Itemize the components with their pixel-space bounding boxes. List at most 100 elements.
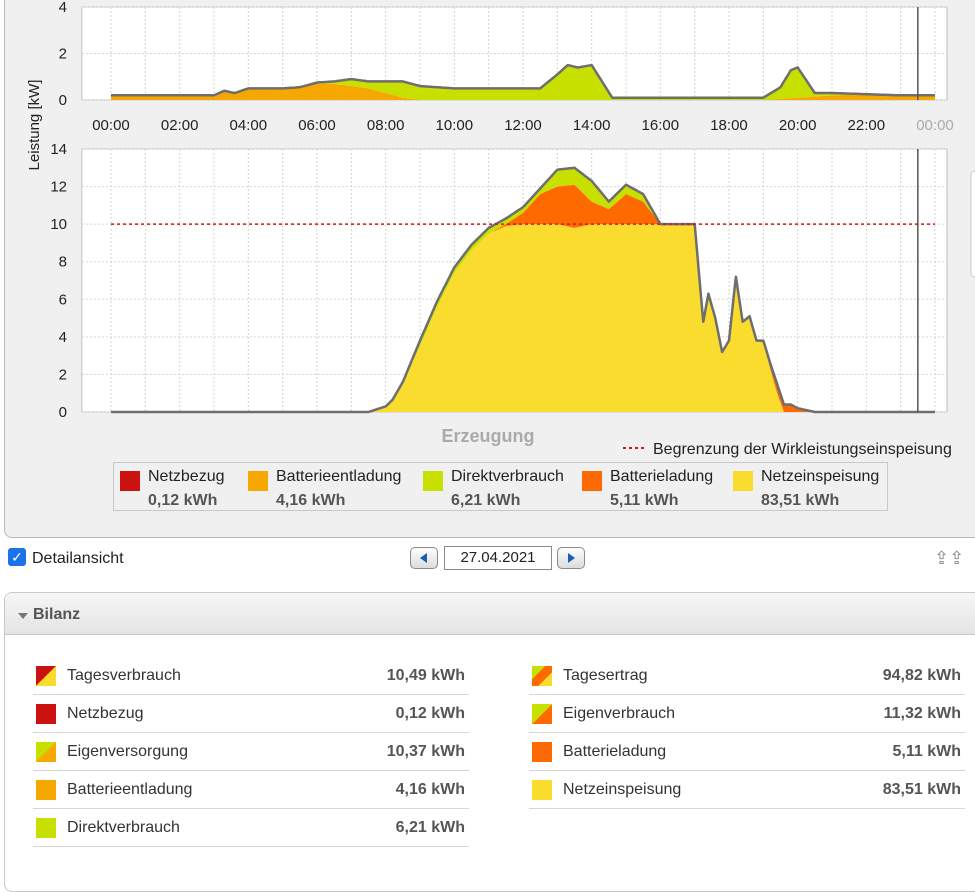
bilanz-header[interactable]: Bilanz (5, 593, 975, 635)
legend-label: Batterieentladung (276, 468, 402, 485)
bilanz-row-tagesverbrauch: Tagesverbrauch 10,49 kWh (33, 657, 469, 695)
bilanz-swatch (532, 666, 552, 686)
bilanz-swatch (36, 666, 56, 686)
bilanz-swatch (36, 704, 56, 724)
bilanz-row-direktverbrauch: Direktverbrauch 6,21 kWh (33, 809, 469, 847)
x-tick-label: 02:00 (161, 117, 199, 134)
bilanz-label: Eigenversorgung (67, 743, 188, 760)
bilanz-row-tagesertrag: Tagesertrag 94,82 kWh (529, 657, 965, 695)
bilanz-value: 0,12 kWh (395, 705, 465, 722)
bilanz-label: Direktverbrauch (67, 819, 180, 836)
bilanz-swatch (36, 818, 56, 838)
previous-day-button[interactable] (410, 547, 438, 569)
bilanz-swatch (36, 742, 56, 762)
bilanz-value: 94,82 kWh (882, 667, 961, 684)
x-tick-label: 04:00 (230, 117, 268, 134)
y-tick-label: 6 (59, 291, 67, 308)
bilanz-panel: Bilanz Tagesverbrauch 10,49 kWh Netzbezug 0… (4, 592, 975, 892)
detailansicht-checkbox[interactable]: ✓ (8, 548, 26, 566)
bilanz-label: Netzeinspeisung (563, 781, 682, 798)
legend-label: Netzeinspeisung (761, 468, 880, 485)
bilanz-value: 5,11 kWh (892, 743, 961, 760)
bilanz-value: 83,51 kWh (882, 781, 961, 798)
collapse-arrow-icon (18, 613, 28, 619)
y-tick-label: 14 (50, 141, 67, 158)
legend-value: 6,21 kWh (451, 492, 521, 509)
tooltip-stub (970, 170, 975, 278)
x-tick-label: 06:00 (298, 117, 336, 134)
y-tick-label: 12 (50, 179, 67, 196)
bilanz-value: 10,49 kWh (386, 667, 465, 684)
y-tick-label: 4 (59, 0, 67, 16)
bilanz-label: Netzbezug (67, 705, 144, 722)
bilanz-value: 4,16 kWh (395, 781, 465, 798)
export-icon[interactable]: ⇪⇪ (934, 548, 965, 568)
y-tick-label: 2 (59, 366, 67, 383)
bilanz-row-batterieladung: Batterieladung 5,11 kWh (529, 733, 965, 771)
x-tick-label: 20:00 (779, 117, 817, 134)
x-tick-label: 18:00 (710, 117, 748, 134)
chart-legend: Netzbezug 0,12 kWh Batterieentladung 4,1… (113, 462, 888, 511)
x-tick-label: 10:00 (436, 117, 474, 134)
detail-toolbar: ✓ Detailansicht 27.04.2021 ⇪⇪ (0, 546, 975, 572)
bilanz-label: Batterieladung (563, 743, 667, 760)
x-tick-label: 00:00 (92, 117, 130, 134)
legend-swatch (248, 471, 268, 491)
detailansicht-label[interactable]: Detailansicht (32, 550, 124, 567)
bilanz-row-eigenverbrauch: Eigenverbrauch 11,32 kWh (529, 695, 965, 733)
bilanz-title: Bilanz (33, 606, 81, 623)
legend-label: Batterieladung (610, 468, 714, 485)
bilanz-swatch (532, 704, 552, 724)
legend-swatch (582, 471, 602, 491)
bilanz-swatch (532, 742, 552, 762)
area-series-batterieentladung (111, 83, 935, 100)
legend-swatch (423, 471, 443, 491)
x-tick-label: 16:00 (642, 117, 680, 134)
y-tick-label: 0 (59, 404, 67, 421)
x-tick-label: 00:00 (916, 117, 954, 134)
bilanz-swatch (532, 780, 552, 800)
legend-value: 83,51 kWh (761, 492, 840, 509)
bilanz-label: Tagesertrag (563, 667, 648, 684)
bilanz-row-batterieentladung: Batterieentladung 4,16 kWh (33, 771, 469, 809)
legend-swatch (733, 471, 753, 491)
bilanz-label: Eigenverbrauch (563, 705, 676, 722)
total-outline (111, 166, 935, 414)
chart-title: Erzeugung (442, 426, 535, 446)
bilanz-row-netzbezug: Netzbezug 0,12 kWh (33, 695, 469, 733)
x-tick-label: 22:00 (848, 117, 886, 134)
y-tick-label: 8 (59, 254, 67, 271)
area-series-netzeinspeisung (111, 224, 935, 412)
legend-label: Netzbezug (148, 468, 225, 485)
bilanz-value: 6,21 kWh (395, 819, 465, 836)
legend-value: 0,12 kWh (148, 492, 218, 509)
energy-chart: 0 2 4 0 2 4 6 8 10 12 14 00:00 02:00 04:00 06:00 08:00 1… (26, 0, 975, 458)
legend-label: Direktverbrauch (451, 468, 564, 485)
x-tick-label: 14:00 (573, 117, 611, 134)
y-axis-label: Leistung [kW] (26, 80, 43, 171)
arrow-left-icon (420, 553, 427, 563)
date-input[interactable]: 27.04.2021 (444, 546, 552, 570)
x-tick-label: 08:00 (367, 117, 405, 134)
legend-value: 4,16 kWh (276, 492, 346, 509)
y-tick-label: 10 (50, 216, 67, 233)
bilanz-label: Tagesverbrauch (67, 667, 181, 684)
bilanz-row-eigenversorgung: Eigenversorgung 10,37 kWh (33, 733, 469, 771)
x-tick-label: 12:00 (504, 117, 542, 134)
legend-swatch (120, 471, 140, 491)
area-series-direktverbrauch (111, 65, 935, 100)
bilanz-label: Batterieentladung (67, 781, 193, 798)
bilanz-swatch (36, 780, 56, 800)
y-tick-label: 0 (59, 92, 67, 109)
bilanz-value: 11,32 kWh (883, 705, 961, 722)
limit-legend-label: Begrenzung der Wirkleistungseinspeisung (653, 441, 952, 458)
y-tick-label: 4 (59, 329, 67, 346)
arrow-right-icon (568, 553, 575, 563)
next-day-button[interactable] (557, 547, 585, 569)
y-tick-label: 2 (59, 46, 67, 63)
legend-value: 5,11 kWh (610, 492, 679, 509)
total-outline (111, 63, 935, 99)
bilanz-row-netzeinspeisung: Netzeinspeisung 83,51 kWh (529, 771, 965, 809)
energy-chart-panel: 0 2 4 0 2 4 6 8 10 12 14 00:00 02:00 04:00 06:00 08:00 1… (4, 0, 975, 538)
bilanz-value: 10,37 kWh (386, 743, 465, 760)
